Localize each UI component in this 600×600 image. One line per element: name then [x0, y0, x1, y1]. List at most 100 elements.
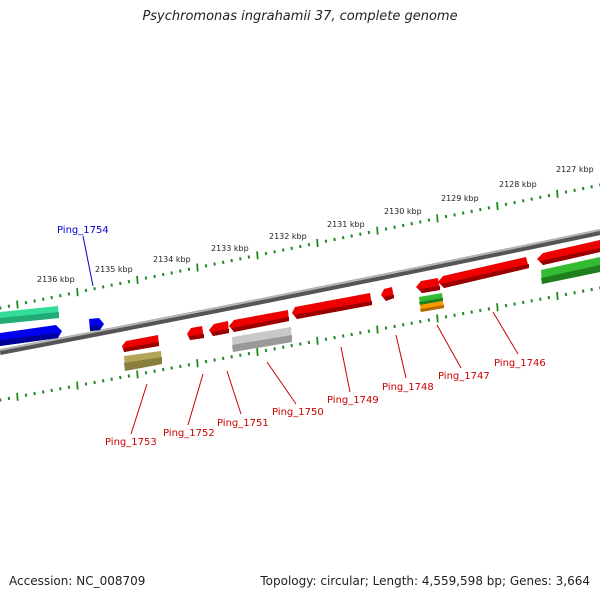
minor-tick	[161, 272, 165, 277]
gene-label-ping-1751[interactable]: Ping_1751	[217, 418, 269, 429]
minor-tick	[101, 285, 105, 289]
minor-tick	[341, 236, 345, 240]
minor-tick	[530, 197, 533, 201]
minor-tick	[179, 269, 182, 273]
major-tick	[496, 303, 499, 312]
ping-1754-feature[interactable]	[89, 318, 104, 331]
minor-tick	[50, 388, 53, 393]
minor-tick	[410, 321, 413, 325]
minor-tick	[307, 243, 311, 247]
kbp-label-2136: 2136 kbp	[37, 275, 75, 284]
minor-tick	[504, 303, 508, 308]
minor-tick	[487, 206, 491, 210]
minor-tick	[419, 220, 422, 224]
minor-tick	[0, 398, 2, 402]
minor-tick	[179, 364, 182, 369]
major-tick	[256, 347, 259, 357]
minor-tick	[24, 301, 28, 305]
kbp-label-2128: 2128 kbp	[499, 180, 537, 189]
right-green-feature[interactable]	[541, 257, 600, 284]
leader-ping-1754	[82, 235, 94, 287]
ping-1753-domain[interactable]	[124, 351, 162, 371]
minor-tick	[221, 356, 225, 361]
minor-tick	[453, 313, 456, 317]
minor-tick	[539, 297, 542, 301]
minor-tick	[239, 353, 242, 357]
kbp-label-2134: 2134 kbp	[153, 255, 191, 264]
ping-1747-domain-green[interactable]	[419, 293, 443, 305]
minor-tick	[67, 292, 71, 296]
gene-label-ping-1749[interactable]: Ping_1749	[327, 395, 379, 406]
minor-tick	[299, 342, 302, 346]
ping-1749-feature[interactable]	[292, 293, 372, 319]
minor-tick	[67, 385, 71, 389]
genome-backbone-highlight	[0, 229, 600, 351]
minor-tick	[350, 234, 353, 238]
minor-tick	[359, 232, 362, 236]
minor-tick	[264, 251, 268, 256]
minor-tick	[101, 379, 105, 383]
minor-tick	[461, 311, 465, 316]
minor-tick	[110, 283, 113, 287]
minor-tick	[427, 318, 431, 322]
minor-tick	[247, 255, 251, 259]
leader-ping-1749	[340, 346, 351, 393]
kbp-label-2127: 2127 kbp	[556, 165, 594, 174]
minor-tick	[41, 390, 45, 394]
kbp-label-2129: 2129 kbp	[441, 194, 479, 203]
gene-label-ping-1754[interactable]: Ping_1754	[57, 225, 109, 236]
kbp-label-2132: 2132 kbp	[269, 232, 307, 241]
minor-tick	[573, 188, 576, 192]
minor-tick	[161, 367, 165, 372]
minor-tick	[461, 211, 465, 215]
ping-1750-feature[interactable]	[229, 310, 289, 332]
minor-tick	[187, 363, 191, 367]
kbp-label-2131: 2131 kbp	[327, 220, 365, 229]
ping-1753-feature[interactable]	[122, 335, 159, 352]
major-tick	[196, 263, 199, 272]
minor-tick	[204, 264, 208, 268]
right-red-feature[interactable]	[537, 240, 600, 265]
gene-label-ping-1748[interactable]: Ping_1748	[382, 382, 434, 393]
minor-tick	[393, 324, 396, 329]
minor-tick	[547, 193, 551, 198]
minor-tick	[564, 190, 568, 194]
outer-blue-feature[interactable]	[0, 325, 62, 346]
minor-tick	[187, 267, 191, 271]
minor-tick	[581, 186, 585, 191]
minor-tick	[41, 297, 45, 301]
ping-1751-feature[interactable]	[209, 321, 229, 336]
outer-teal-feature[interactable]	[0, 306, 59, 324]
minor-tick	[7, 304, 11, 308]
ping-1747-feature[interactable]	[416, 278, 440, 293]
gene-label-ping-1747[interactable]: Ping_1747	[438, 371, 490, 382]
ping-1746-feature[interactable]	[438, 257, 529, 288]
major-tick	[376, 325, 379, 334]
ping-1752-feature[interactable]	[187, 326, 204, 340]
gene-label-ping-1752[interactable]: Ping_1752	[163, 428, 215, 439]
minor-tick	[539, 195, 542, 199]
genome-summary: Topology: circular; Length: 4,559,598 bp…	[260, 574, 590, 588]
leader-ping-1750	[266, 361, 297, 405]
minor-tick	[93, 287, 96, 291]
minor-tick	[324, 239, 328, 243]
gene-label-ping-1750[interactable]: Ping_1750	[272, 407, 324, 418]
minor-tick	[127, 279, 131, 284]
minor-tick	[384, 227, 388, 231]
major-tick	[136, 370, 139, 379]
gene-label-ping-1753[interactable]: Ping_1753	[105, 437, 157, 448]
ping-1748-feature[interactable]	[381, 287, 394, 301]
major-tick	[376, 226, 379, 235]
minor-tick	[119, 281, 122, 286]
major-tick	[556, 291, 559, 301]
kbp-label-2130: 2130 kbp	[384, 207, 422, 216]
minor-tick	[204, 359, 208, 364]
ping-1750-domain[interactable]	[232, 327, 292, 352]
minor-tick	[479, 308, 482, 313]
minor-tick	[367, 230, 371, 235]
major-tick	[136, 275, 139, 284]
ping-1747-domain-orange[interactable]	[420, 301, 444, 312]
minor-tick	[573, 291, 576, 295]
gene-label-ping-1746[interactable]: Ping_1746	[494, 358, 546, 369]
